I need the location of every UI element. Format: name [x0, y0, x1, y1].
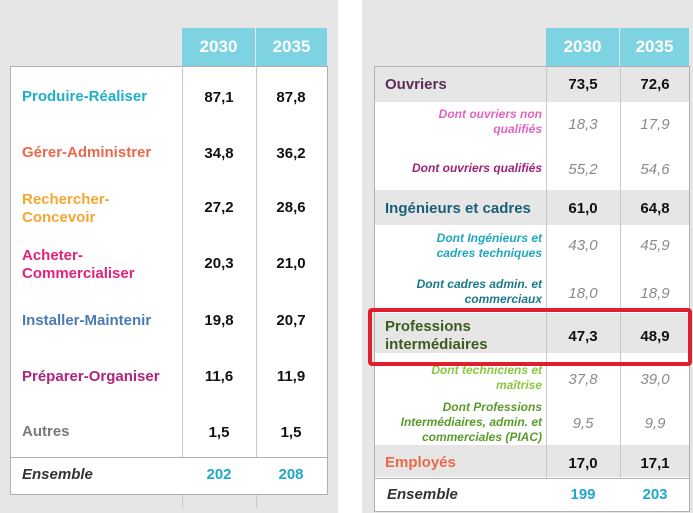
right-total-2030: 199 [570, 486, 596, 503]
left-row-label: Installer-Maintenir [22, 312, 152, 329]
right-col-divider [546, 66, 547, 510]
right-table-body [374, 66, 690, 479]
right-row-value-2030: 17,0 [568, 455, 598, 472]
right-subrow-label: Dont ouvriers non qualifiés [438, 107, 542, 136]
right-subrow-value-2035: 45,9 [640, 237, 670, 254]
right-row-band [375, 67, 689, 102]
right-row-value-2030: 73,5 [568, 76, 598, 93]
right-subrow-label: Dont Professions Intermédiaires, admin. … [400, 400, 542, 444]
left-row-label: Acheter-Commercialiser [22, 247, 135, 282]
left-row-value-2035: 20,7 [276, 312, 306, 329]
left-row-value-2035: 11,9 [276, 368, 306, 385]
right-subrow-value-2035: 17,9 [640, 116, 670, 133]
right-total-2035: 203 [642, 486, 668, 503]
right-row-label: Ouvriers [385, 76, 447, 93]
left-total-label: Ensemble [22, 466, 93, 483]
right-total-label: Ensemble [387, 486, 458, 503]
left-table-body [10, 66, 328, 458]
right-subrow-value-2035: 54,6 [640, 161, 670, 178]
left-row-value-2030: 27,2 [204, 199, 234, 216]
left-row-value-2030: 11,6 [204, 368, 234, 385]
left-row-value-2035: 1,5 [280, 424, 302, 441]
left-row-value-2030: 34,8 [204, 145, 234, 162]
right-year-2030-header: 2030 [546, 28, 619, 66]
highlight-box [368, 308, 692, 366]
right-row-band [375, 190, 689, 225]
right-subrow-label: Dont Ingénieurs et cadres techniques [436, 231, 542, 260]
left-col-divider [182, 66, 183, 508]
left-row-value-2030: 20,3 [204, 255, 234, 272]
right-subrow-value-2035: 9,9 [644, 415, 666, 432]
right-row-value-2035: 64,8 [640, 200, 670, 217]
right-total-row [374, 478, 690, 512]
right-subrow-label: Dont cadres admin. et commerciaux [416, 277, 542, 306]
left-row-value-2035: 36,2 [276, 145, 306, 162]
left-row-value-2030: 87,1 [204, 89, 234, 106]
left-row-value-2030: 1,5 [208, 424, 230, 441]
right-row-value-2035: 48,9 [640, 328, 670, 345]
left-year-2035-header: 2035 [256, 28, 327, 66]
right-row-label: Professions intermédiaires [385, 318, 488, 353]
left-row-label: Autres [22, 423, 70, 440]
right-subrow-value-2030: 9,5 [572, 415, 594, 432]
right-row-value-2035: 17,1 [640, 455, 670, 472]
right-subrow-label: Dont techniciens et maîtrise [431, 363, 542, 392]
left-row-label: Rechercher-Concevoir [22, 191, 110, 226]
left-row-value-2035: 28,6 [276, 199, 306, 216]
left-row-label: Gérer-Administrer [22, 144, 152, 161]
left-year-2030-header: 2030 [182, 28, 255, 66]
right-subrow-value-2030: 55,2 [568, 161, 598, 178]
right-row-band [375, 445, 689, 477]
right-subrow-label: Dont ouvriers qualifiés [411, 161, 542, 175]
right-year-2035-header: 2035 [620, 28, 689, 66]
left-total-row [10, 457, 328, 495]
right-row-value-2030: 47,3 [568, 328, 598, 345]
right-row-band [375, 313, 689, 353]
right-row-label: Ingénieurs et cadres [385, 200, 531, 217]
right-subrow-value-2030: 43,0 [568, 237, 598, 254]
right-row-value-2035: 72,6 [640, 76, 670, 93]
right-subrow-value-2030: 37,8 [568, 371, 598, 388]
right-subrow-value-2035: 39,0 [640, 371, 670, 388]
left-row-label: Produire-Réaliser [22, 88, 148, 105]
left-row-value-2035: 87,8 [276, 89, 306, 106]
right-row-value-2030: 61,0 [568, 200, 598, 217]
left-col-divider-2 [256, 66, 257, 508]
left-total-2030: 202 [206, 466, 232, 483]
right-row-label: Employés [385, 454, 456, 471]
right-subrow-value-2030: 18,3 [568, 116, 598, 133]
left-row-label: Préparer-Organiser [22, 368, 160, 385]
left-total-2035: 208 [278, 466, 304, 483]
right-subrow-value-2035: 18,9 [640, 285, 670, 302]
left-row-value-2035: 21,0 [276, 255, 306, 272]
right-col-divider-2 [620, 66, 621, 510]
right-subrow-value-2030: 18,0 [568, 285, 598, 302]
left-row-value-2030: 19,8 [204, 312, 234, 329]
